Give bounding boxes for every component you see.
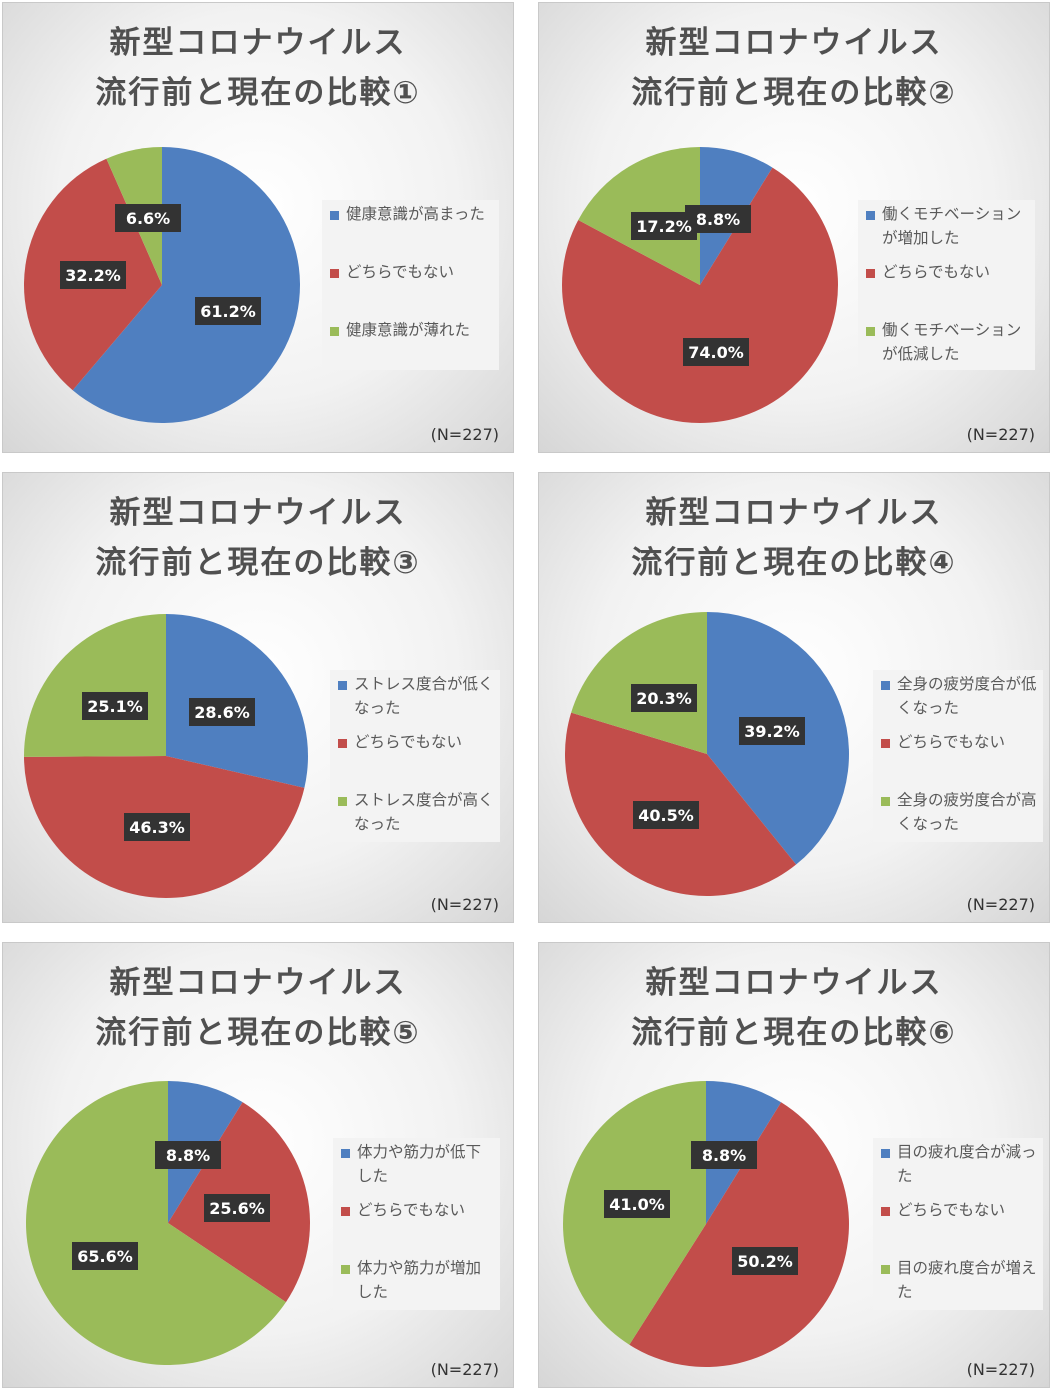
legend-item: 働くモチベーションが増加した — [866, 202, 1031, 250]
legend-label: 健康意識が薄れた — [346, 321, 471, 339]
chart-title-line2: 流行前と現在の比較② — [631, 75, 957, 111]
legend-item: どちらでもない — [341, 1198, 496, 1222]
legend-label: 働くモチベーションが増加した — [882, 205, 1022, 247]
legend-item: 体力や筋力が低下した — [341, 1140, 496, 1188]
legend-swatch — [341, 1149, 350, 1158]
sample-size-label: (N=227) — [966, 895, 1035, 914]
legend-item: ストレス度合が低くなった — [338, 672, 496, 720]
sample-size-label: (N=227) — [430, 1360, 499, 1379]
legend-label: 働くモチベーションが低減した — [882, 321, 1022, 363]
legend-swatch — [866, 269, 875, 278]
chart-title-line1: 新型コロナウイルス — [645, 965, 943, 1001]
chart-title-line1: 新型コロナウイルス — [645, 495, 943, 531]
legend-label: どちらでもない — [897, 1201, 1006, 1219]
legend-item: どちらでもない — [338, 730, 496, 754]
legend-label: ストレス度合が低くなった — [354, 675, 494, 717]
sample-size-label: (N=227) — [430, 425, 499, 444]
legend-swatch — [881, 1265, 890, 1274]
legend-item: 目の疲れ度合が減った — [881, 1140, 1039, 1188]
legend-item: 健康意識が高まった — [330, 202, 495, 226]
legend-swatch — [881, 739, 890, 748]
legend-swatch — [330, 269, 339, 278]
legend-label: どちらでもない — [354, 733, 463, 751]
legend-swatch — [330, 327, 339, 336]
legend-swatch — [881, 1207, 890, 1216]
legend-swatch — [341, 1265, 350, 1274]
chart-title-line2: 流行前と現在の比較③ — [95, 545, 421, 581]
chart-title-line1: 新型コロナウイルス — [109, 25, 407, 61]
legend-label: 体力や筋力が増加した — [357, 1259, 482, 1301]
legend-item: 全身の疲労度合が高くなった — [881, 788, 1039, 836]
legend-label: 健康意識が高まった — [346, 205, 485, 223]
legend-item: どちらでもない — [866, 260, 1031, 284]
legend-swatch — [338, 681, 347, 690]
chart-title-line1: 新型コロナウイルス — [109, 495, 407, 531]
legend-item: どちらでもない — [881, 1198, 1039, 1222]
legend-item: 目の疲れ度合が増えた — [881, 1256, 1039, 1304]
chart-title-line2: 流行前と現在の比較④ — [631, 545, 957, 581]
legend-swatch — [881, 1149, 890, 1158]
sample-size-label: (N=227) — [966, 1360, 1035, 1379]
legend-label: ストレス度合が高くなった — [354, 791, 494, 833]
legend-label: どちらでもない — [897, 733, 1006, 751]
legend-label: 全身の疲労度合が低くなった — [897, 675, 1037, 717]
chart-title-line2: 流行前と現在の比較① — [95, 75, 421, 111]
legend-swatch — [881, 797, 890, 806]
legend-swatch — [330, 211, 339, 220]
legend-item: ストレス度合が高くなった — [338, 788, 496, 836]
chart-title-line1: 新型コロナウイルス — [645, 25, 943, 61]
legend-label: どちらでもない — [346, 263, 455, 281]
legend-item: 全身の疲労度合が低くなった — [881, 672, 1039, 720]
legend-swatch — [338, 797, 347, 806]
chart-title-line1: 新型コロナウイルス — [109, 965, 407, 1001]
legend: 働くモチベーションが増加したどちらでもない働くモチベーションが低減した — [858, 200, 1035, 370]
legend-label: 目の疲れ度合が減った — [897, 1143, 1037, 1185]
legend-swatch — [881, 681, 890, 690]
legend-label: どちらでもない — [882, 263, 991, 281]
legend-item: 働くモチベーションが低減した — [866, 318, 1031, 366]
chart-title-line2: 流行前と現在の比較⑤ — [95, 1015, 421, 1051]
legend-item: 健康意識が薄れた — [330, 318, 495, 342]
legend-label: 全身の疲労度合が高くなった — [897, 791, 1037, 833]
legend-swatch — [338, 739, 347, 748]
sample-size-label: (N=227) — [966, 425, 1035, 444]
legend: 目の疲れ度合が減ったどちらでもない目の疲れ度合が増えた — [873, 1138, 1043, 1310]
legend: 健康意識が高まった どちらでもない 健康意識が薄れた — [322, 200, 499, 370]
legend-swatch — [341, 1207, 350, 1216]
legend: 体力や筋力が低下したどちらでもない体力や筋力が増加した — [333, 1138, 500, 1310]
legend-label: どちらでもない — [357, 1201, 466, 1219]
legend-swatch — [866, 211, 875, 220]
legend-item: どちらでもない — [330, 260, 495, 284]
legend-label: 目の疲れ度合が増えた — [897, 1259, 1037, 1301]
legend-item: どちらでもない — [881, 730, 1039, 754]
legend-item: 体力や筋力が増加した — [341, 1256, 496, 1304]
legend: 全身の疲労度合が低くなったどちらでもない全身の疲労度合が高くなった — [873, 670, 1043, 842]
chart-title-line2: 流行前と現在の比較⑥ — [631, 1015, 957, 1051]
legend: ストレス度合が低くなったどちらでもないストレス度合が高くなった — [330, 670, 500, 842]
legend-swatch — [866, 327, 875, 336]
legend-label: 体力や筋力が低下した — [357, 1143, 482, 1185]
sample-size-label: (N=227) — [430, 895, 499, 914]
